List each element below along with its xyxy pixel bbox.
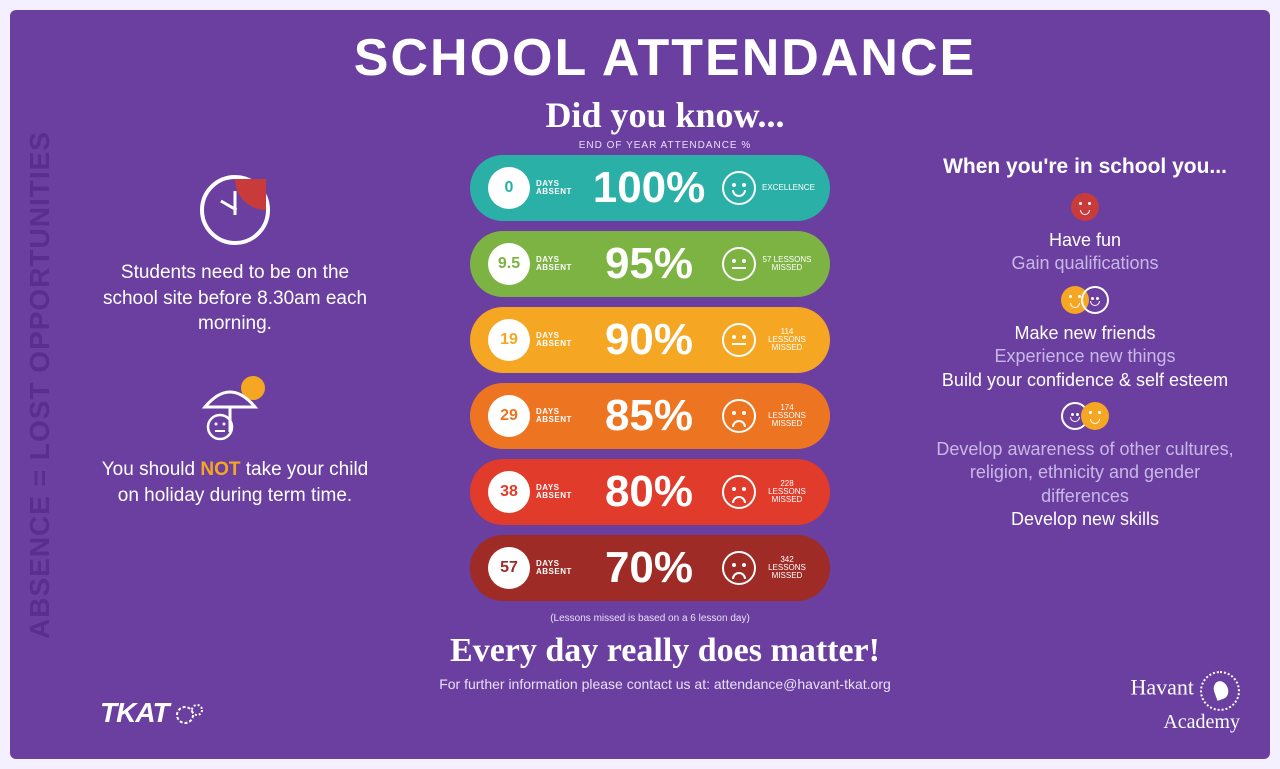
excellence-label: EXCELLENCE <box>762 184 812 192</box>
attendance-percent: 90% <box>576 315 722 365</box>
attendance-percent: 85% <box>576 391 722 441</box>
friends-icon <box>930 286 1240 314</box>
days-absent-label: DAYS ABSENT <box>536 560 576 576</box>
havant-logo: Havant Academy <box>1130 671 1240 734</box>
right-heading: When you're in school you... <box>930 155 1240 179</box>
diversity-icon <box>930 402 1240 430</box>
subtitle: Did you know... <box>80 94 1250 136</box>
left-column: Students need to be on the school site b… <box>80 155 380 624</box>
lessons-missed-label: 114 LESSONS MISSED <box>762 328 812 352</box>
face-icon <box>722 247 756 281</box>
attendance-percent: 80% <box>576 467 722 517</box>
benefit-skills: Develop new skills <box>930 508 1240 531</box>
benefit-friends: Make new friends <box>930 322 1240 345</box>
face-icon <box>722 171 756 205</box>
days-absent-label: DAYS ABSENT <box>536 332 576 348</box>
benefit-experience: Experience new things <box>930 345 1240 368</box>
face-icon <box>722 323 756 357</box>
contact-info: For further information please contact u… <box>80 676 1250 692</box>
attendance-pill: 29 DAYS ABSENT85% 174 LESSONS MISSED <box>470 383 830 449</box>
attendance-pill: 9.5 DAYS ABSENT95% 57 LESSONS MISSED <box>470 231 830 297</box>
lessons-missed-label: 342 LESSONS MISSED <box>762 556 812 580</box>
days-absent-label: DAYS ABSENT <box>536 180 576 196</box>
sidebar: ABSENCE = LOST OPPORTUNITIES <box>10 10 70 759</box>
attendance-percent: 70% <box>576 543 722 593</box>
clock-icon <box>200 175 270 245</box>
benefit-confidence: Build your confidence & self esteem <box>930 369 1240 392</box>
benefit-fun: Have fun <box>930 229 1240 252</box>
attendance-percent: 95% <box>576 239 722 289</box>
attendance-pill: 19 DAYS ABSENT90% 114 LESSONS MISSED <box>470 307 830 373</box>
poster: ABSENCE = LOST OPPORTUNITIES SCHOOL ATTE… <box>10 10 1270 759</box>
attendance-pill: 0 DAYS ABSENT100% EXCELLENCE <box>470 155 830 221</box>
days-absent-label: DAYS ABSENT <box>536 484 576 500</box>
umbrella-sun-icon <box>195 372 275 442</box>
smile-icon <box>930 193 1240 221</box>
days-absent-label: DAYS ABSENT <box>536 408 576 424</box>
chart-label: END OF YEAR ATTENDANCE % <box>80 140 1250 151</box>
page-title: SCHOOL ATTENDANCE <box>80 28 1250 88</box>
attendance-chart: 0DAYS ABSENT100%EXCELLENCE9.5DAYS ABSENT… <box>380 155 920 624</box>
days-badge: 19 <box>488 319 530 361</box>
days-badge: 29 <box>488 395 530 437</box>
attendance-pill: 38 DAYS ABSENT80% 228 LESSONS MISSED <box>470 459 830 525</box>
lessons-missed-label: 57 LESSONS MISSED <box>762 256 812 272</box>
benefit-awareness: Develop awareness of other cultures, rel… <box>930 438 1240 508</box>
face-icon <box>722 399 756 433</box>
lessons-missed-label: 174 LESSONS MISSED <box>762 404 812 428</box>
days-badge: 57 <box>488 547 530 589</box>
benefit-qualifications: Gain qualifications <box>930 252 1240 275</box>
chart-footnote: (Lessons missed is based on a 6 lesson d… <box>550 613 750 624</box>
days-badge: 38 <box>488 471 530 513</box>
sidebar-text: ABSENCE = LOST OPPORTUNITIES <box>24 131 56 639</box>
attendance-percent: 100% <box>576 163 722 213</box>
tkat-logo: TKAT <box>100 697 205 729</box>
right-column: When you're in school you... Have fun Ga… <box>920 155 1250 624</box>
holiday-message: You should NOT take your child on holida… <box>100 457 370 508</box>
days-badge: 9.5 <box>488 243 530 285</box>
days-absent-label: DAYS ABSENT <box>536 256 576 272</box>
face-icon <box>722 475 756 509</box>
days-badge: 0 <box>488 167 530 209</box>
spiral-icon <box>1200 671 1240 711</box>
arrival-message: Students need to be on the school site b… <box>100 260 370 337</box>
tagline: Every day really does matter! <box>80 632 1250 670</box>
attendance-pill: 57 DAYS ABSENT70% 342 LESSONS MISSED <box>470 535 830 601</box>
face-icon <box>722 551 756 585</box>
lessons-missed-label: 228 LESSONS MISSED <box>762 480 812 504</box>
